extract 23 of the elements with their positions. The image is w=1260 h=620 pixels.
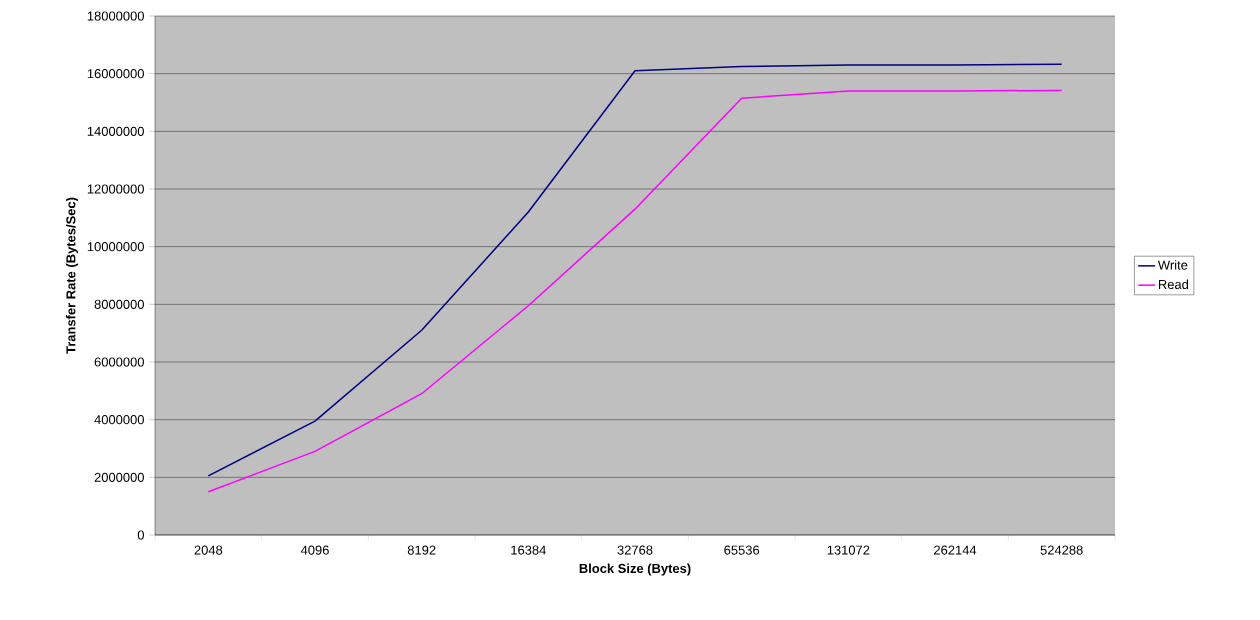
x-axis-title: Block Size (Bytes): [579, 563, 691, 576]
x-tick-label: 4096: [300, 545, 329, 555]
y-tick-label: 8000000: [94, 299, 144, 309]
legend-label: Write: [1157, 260, 1188, 270]
x-tick-label: 262144: [934, 545, 977, 555]
y-tick-label: 14000000: [87, 126, 144, 136]
legend-label: Read: [1158, 279, 1189, 289]
x-tick-label: 65536: [724, 545, 760, 555]
x-tick-label: 2048: [194, 545, 223, 555]
y-tick-label: 0: [137, 530, 144, 540]
y-tick-label: 2000000: [94, 472, 144, 482]
y-tick-label: 10000000: [87, 242, 144, 252]
x-tick-label: 524288: [1040, 545, 1083, 555]
x-tick-label: 8192: [407, 545, 436, 555]
y-tick-label: 4000000: [94, 415, 144, 425]
y-axis-title: Transfer Rate (Bytes/Sec): [65, 197, 79, 354]
x-tick-label: 16384: [511, 545, 546, 555]
y-tick-label: 16000000: [87, 69, 144, 79]
x-tick-label: 131072: [827, 545, 870, 555]
y-tick-label: 18000000: [87, 11, 144, 21]
x-tick-label: 32768: [617, 545, 653, 555]
y-tick-label: 6000000: [94, 357, 144, 367]
y-tick-label: 12000000: [87, 184, 144, 194]
